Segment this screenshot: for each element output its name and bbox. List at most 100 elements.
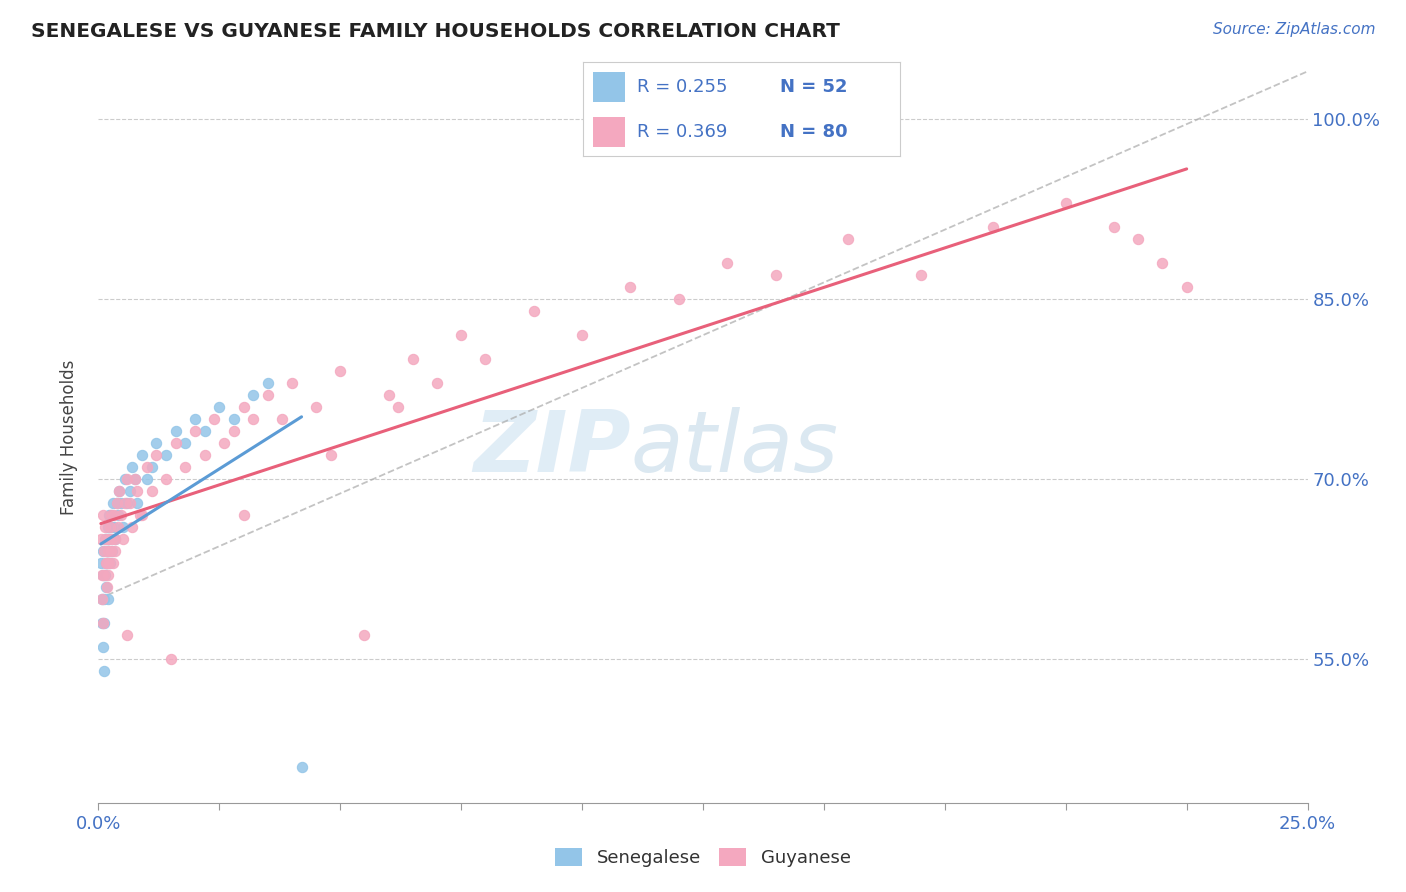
Y-axis label: Family Households: Family Households [59,359,77,515]
Point [117,496,139,510]
Point [329,364,352,378]
Point [281,376,304,391]
Point [96,532,118,546]
Point [121,520,143,534]
Point [104,532,127,546]
Point [232,400,254,414]
Point [155,472,177,486]
Point [97,532,120,546]
Point [94,568,117,582]
Point [97,568,120,582]
Point [93,520,115,534]
Point [1175,280,1198,294]
Point [1102,220,1125,235]
Point [910,268,932,283]
Point [96,556,118,570]
Point [91,615,114,630]
Point [353,628,375,642]
Point [256,376,278,391]
Point [111,532,134,546]
Point [96,532,118,546]
Point [91,508,114,522]
Point [141,460,163,475]
Point [93,532,115,546]
Point [98,556,121,570]
Point [271,412,294,426]
Point [97,520,120,534]
Point [108,483,131,498]
Point [117,472,139,486]
Point [108,483,131,498]
Point [204,412,226,426]
Point [94,556,117,570]
Point [165,424,187,438]
Point [174,460,197,475]
Point [93,591,115,606]
Point [127,496,149,510]
Point [100,508,122,522]
Point [242,412,264,426]
Legend: Senegalese, Guyanese: Senegalese, Guyanese [548,840,858,874]
Point [765,268,787,283]
Point [155,448,177,462]
Point [107,508,129,522]
Text: SENEGALESE VS GUYANESE FAMILY HOUSEHOLDS CORRELATION CHART: SENEGALESE VS GUYANESE FAMILY HOUSEHOLDS… [31,22,839,41]
Point [716,256,738,270]
Point [111,520,134,534]
Point [222,412,245,426]
Point [194,424,217,438]
Point [124,472,146,486]
Point [837,232,859,246]
Point [165,436,187,450]
Point [118,496,141,510]
Point [208,400,231,414]
Point [523,304,546,318]
Text: Source: ZipAtlas.com: Source: ZipAtlas.com [1212,22,1375,37]
Point [256,388,278,402]
Point [98,520,121,534]
Point [90,591,112,606]
Bar [593,72,624,102]
Point [93,664,115,678]
Point [232,508,254,522]
Point [97,508,120,522]
Point [91,615,114,630]
Point [387,400,409,414]
Point [105,496,128,510]
Text: R = 0.369: R = 0.369 [637,123,728,141]
Point [91,544,114,558]
Point [104,544,127,558]
Point [101,556,124,570]
Point [290,760,312,774]
Text: R = 0.255: R = 0.255 [637,78,728,95]
Point [131,448,153,462]
Point [96,556,118,570]
Point [426,376,449,391]
Point [450,328,472,343]
Point [1152,256,1174,270]
Point [94,556,117,570]
Point [96,580,118,594]
Point [981,220,1004,235]
Point [117,628,139,642]
Point [141,483,163,498]
Point [160,652,183,666]
Point [114,496,136,510]
Point [98,556,121,570]
Point [98,532,121,546]
Point [90,568,112,582]
Point [1128,232,1150,246]
Point [114,472,136,486]
Point [103,508,125,522]
Point [110,508,132,522]
Bar [593,117,624,147]
Point [124,472,146,486]
Point [100,544,122,558]
Point [101,544,124,558]
Text: N = 52: N = 52 [779,78,848,95]
Point [242,388,264,402]
Point [619,280,641,294]
Text: N = 80: N = 80 [779,123,848,141]
Point [194,448,217,462]
Point [107,520,129,534]
